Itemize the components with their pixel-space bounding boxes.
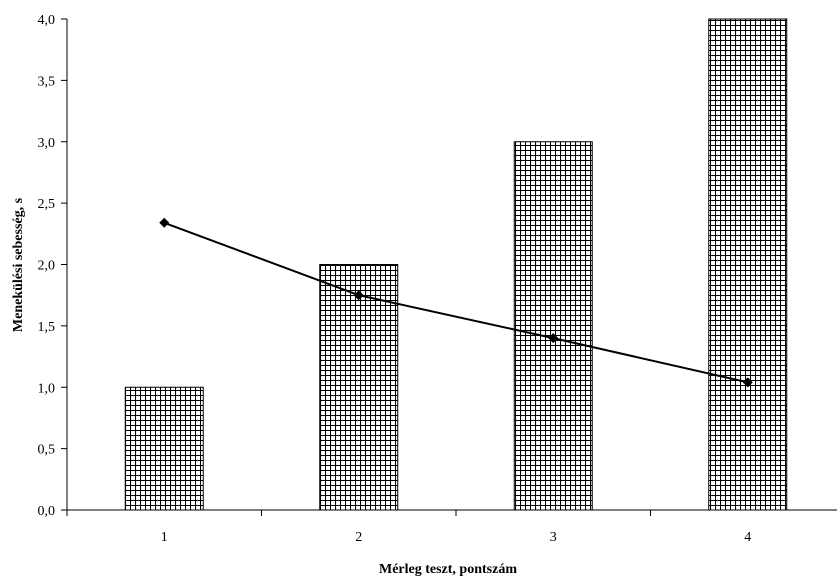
bar xyxy=(124,386,204,511)
y-axis-title: Menekülési sebesség, s xyxy=(11,197,26,332)
x-axis-title: Mérleg teszt, pontszám xyxy=(379,562,517,577)
x-tick-label: 2 xyxy=(355,530,362,545)
data-point-marker xyxy=(742,377,753,388)
x-axis-ticks: 1 2 3 4 xyxy=(66,510,751,545)
y-tick-label: 4,0 xyxy=(38,13,56,28)
data-point-marker xyxy=(159,217,170,228)
y-tick-label: 2,0 xyxy=(38,259,56,274)
y-tick-label: 1,0 xyxy=(38,381,56,396)
data-point-marker xyxy=(548,333,559,344)
line-series xyxy=(159,217,753,388)
bar xyxy=(513,141,593,511)
bar xyxy=(708,18,788,511)
series-line xyxy=(163,221,748,384)
x-tick-label: 3 xyxy=(550,530,557,545)
y-tick-label: 3,5 xyxy=(38,74,56,89)
y-tick-label: 0,5 xyxy=(38,443,56,458)
y-tick-label: 3,0 xyxy=(38,136,56,151)
y-tick-label: 1,5 xyxy=(38,320,56,335)
x-tick-label: 4 xyxy=(744,530,751,545)
bar xyxy=(319,264,399,511)
bar-series xyxy=(124,18,788,511)
y-tick-label: 0,0 xyxy=(38,504,56,519)
data-point-marker xyxy=(353,290,364,301)
y-tick-label: 2,5 xyxy=(38,197,56,212)
y-axis-ticks: 0,0 0,5 1,0 1,5 2,0 2,5 3,0 3,5 4,0 xyxy=(38,13,67,519)
x-tick-label: 1 xyxy=(161,530,168,545)
